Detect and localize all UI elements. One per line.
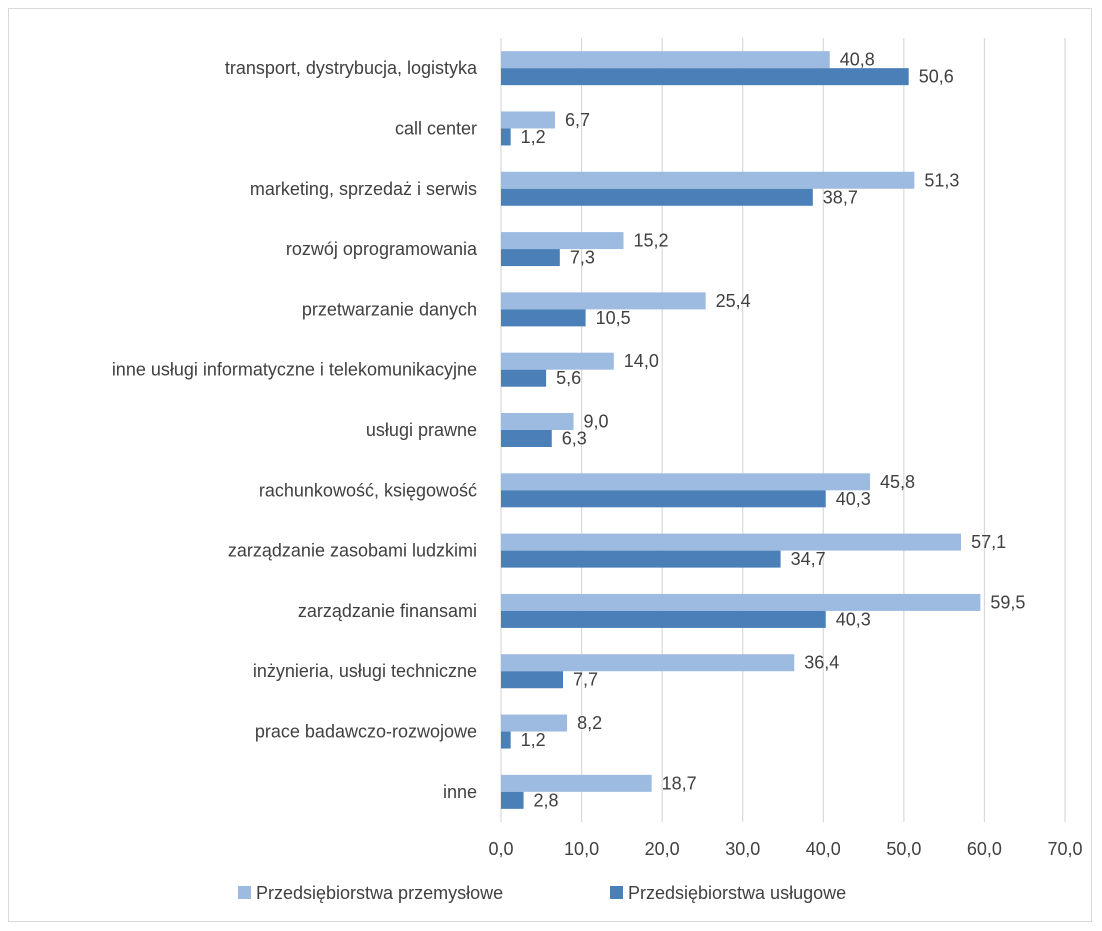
data-label: 25,4 (716, 291, 751, 311)
bar-uslugowe (501, 188, 813, 206)
category-label: inne (443, 782, 477, 802)
bar-przemyslowe (501, 111, 555, 129)
category-label: rachunkowość, księgowość (259, 480, 477, 500)
bar-przemyslowe (501, 232, 624, 250)
chart-frame (8, 8, 1092, 922)
data-label: 10,5 (596, 308, 631, 328)
category-labels: transport, dystrybucja, logistyka call ce… (112, 58, 478, 802)
category-label: call center (395, 118, 477, 138)
bar-uslugowe (501, 671, 564, 689)
category-label: inne usługi informatyczne i telekomunika… (112, 360, 477, 380)
bar-przemyslowe (501, 473, 871, 491)
bar-przemyslowe (501, 413, 574, 430)
bar-uslugowe (501, 430, 552, 447)
x-tick-label: 10,0 (564, 839, 599, 859)
x-tick-label: 30,0 (725, 839, 760, 859)
data-label: 57,1 (971, 532, 1006, 552)
bar-przemyslowe (501, 533, 962, 551)
data-label: 59,5 (990, 592, 1025, 612)
legend-swatch (610, 886, 623, 899)
data-labels: 40,8 50,6 6,7 1,2 51,3 38,7 15,2 7,3 25,4 10,5 14,… (521, 50, 1026, 811)
tick-labels: 0,0 10,0 20,0 30,0 40,0 50,0 60,0 70,0 (488, 839, 1082, 859)
bar-przemyslowe (501, 774, 652, 792)
data-label: 9,0 (584, 412, 609, 432)
bar-uslugowe (501, 550, 781, 568)
data-label: 50,6 (919, 67, 954, 87)
legend: Przedsiębiorstwa przemysłowe Przedsiębior… (238, 883, 846, 903)
bar-uslugowe (501, 249, 560, 267)
bar-uslugowe (501, 128, 511, 146)
bar-przemyslowe (501, 51, 830, 69)
legend-label: Przedsiębiorstwa przemysłowe (256, 883, 503, 903)
data-label: 36,4 (804, 653, 839, 673)
category-label: rozwój oprogramowania (286, 239, 478, 259)
data-label: 40,3 (836, 489, 871, 509)
x-tick-label: 40,0 (806, 839, 841, 859)
data-label: 38,7 (823, 187, 858, 207)
data-label: 6,3 (562, 429, 587, 449)
data-label: 34,7 (791, 549, 826, 569)
category-label: transport, dystrybucja, logistyka (225, 58, 478, 78)
bar-uslugowe (501, 610, 826, 628)
category-label: marketing, sprzedaż i serwis (250, 179, 477, 199)
category-label: inżynieria, usługi techniczne (253, 661, 477, 681)
data-label: 7,3 (570, 248, 595, 268)
category-label: zarządzanie zasobami ludzkimi (228, 541, 477, 561)
x-tick-label: 50,0 (886, 839, 921, 859)
x-tick-label: 0,0 (488, 839, 513, 859)
category-label: usługi prawne (366, 420, 477, 440)
data-label: 2,8 (534, 790, 559, 810)
data-label: 1,2 (521, 127, 546, 147)
bars (501, 51, 981, 809)
data-label: 14,0 (624, 351, 659, 371)
data-label: 51,3 (924, 170, 959, 190)
data-label: 6,7 (565, 110, 590, 130)
bar-przemyslowe (501, 352, 614, 370)
data-label: 7,7 (573, 670, 598, 690)
data-label: 40,3 (836, 609, 871, 629)
x-tick-label: 60,0 (967, 839, 1002, 859)
bar-przemyslowe (501, 654, 795, 672)
bar-uslugowe (501, 309, 586, 327)
bar-uslugowe (501, 369, 547, 387)
bar-przemyslowe (501, 292, 706, 310)
legend-swatch (238, 886, 251, 899)
data-label: 45,8 (880, 472, 915, 492)
category-label: prace badawczo-rozwojowe (255, 722, 477, 742)
bar-uslugowe (501, 791, 524, 809)
bar-przemyslowe (501, 171, 915, 189)
data-label: 5,6 (556, 368, 581, 388)
bar-przemyslowe (501, 593, 981, 611)
category-label: przetwarzanie danych (302, 299, 477, 319)
bar-uslugowe (501, 490, 826, 508)
x-tick-label: 70,0 (1047, 839, 1082, 859)
bar-uslugowe (501, 731, 511, 749)
x-tick-label: 20,0 (645, 839, 680, 859)
gridlines (500, 38, 1066, 822)
legend-label: Przedsiębiorstwa usługowe (628, 883, 846, 903)
bar-uslugowe (501, 68, 909, 86)
data-label: 18,7 (662, 773, 697, 793)
bar-przemyslowe (501, 714, 568, 732)
data-label: 15,2 (633, 231, 668, 251)
data-label: 1,2 (521, 730, 546, 750)
data-label: 8,2 (577, 713, 602, 733)
data-label: 40,8 (840, 50, 875, 70)
category-label: zarządzanie finansami (298, 601, 477, 621)
